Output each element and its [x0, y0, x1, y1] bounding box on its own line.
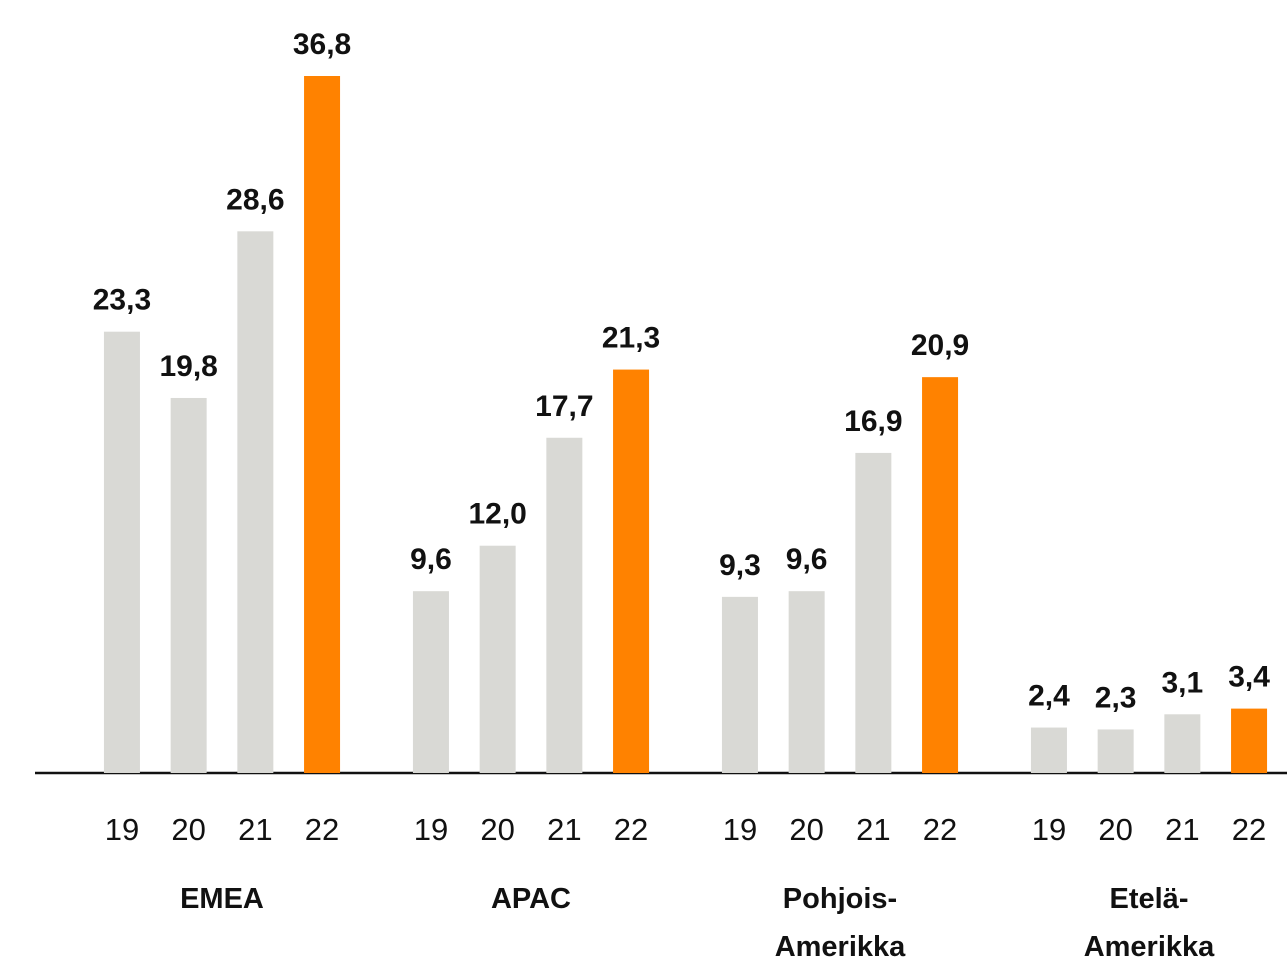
value-label: 12,0 [468, 498, 526, 531]
year-label: 22 [1232, 812, 1266, 847]
year-label: 19 [1032, 812, 1066, 847]
year-label: 21 [238, 812, 272, 847]
category-label: APAC [490, 883, 572, 915]
value-label: 28,6 [226, 183, 284, 216]
category-label: EMEA [180, 883, 264, 915]
bar [1097, 729, 1134, 773]
bar [103, 331, 140, 773]
year-label: 20 [171, 812, 205, 847]
year-label: 20 [1098, 812, 1132, 847]
bar [170, 397, 207, 773]
category-label: Pohjois- Amerikka [774, 883, 906, 963]
bar [479, 545, 516, 773]
value-label: 19,8 [159, 350, 217, 383]
value-label: 20,9 [911, 329, 969, 362]
bar [721, 596, 758, 773]
bar [237, 231, 274, 773]
value-label: 3,1 [1161, 666, 1203, 699]
value-label: 9,6 [786, 543, 828, 576]
value-label: 17,7 [535, 390, 593, 423]
value-label: 21,3 [602, 322, 660, 355]
year-label: 19 [414, 812, 448, 847]
value-label: 36,8 [293, 28, 351, 61]
bar [855, 452, 892, 773]
year-label: 21 [856, 812, 890, 847]
bar [613, 369, 650, 773]
value-label: 2,4 [1028, 680, 1070, 713]
bar [412, 591, 449, 773]
value-label: 9,6 [410, 543, 452, 576]
bar [546, 437, 583, 773]
value-label: 2,3 [1095, 681, 1137, 714]
value-label: 16,9 [844, 405, 902, 438]
year-label: 20 [789, 812, 823, 847]
bar [304, 76, 341, 773]
year-label: 22 [305, 812, 339, 847]
value-label: 9,3 [719, 549, 761, 582]
year-label: 22 [614, 812, 648, 847]
year-label: 20 [480, 812, 514, 847]
year-label: 22 [923, 812, 957, 847]
value-label: 23,3 [93, 284, 151, 317]
bar [922, 377, 959, 773]
year-label: 19 [105, 812, 139, 847]
year-label: 19 [723, 812, 757, 847]
bar [1231, 708, 1268, 773]
year-label: 21 [1165, 812, 1199, 847]
value-label: 3,4 [1228, 661, 1270, 694]
bar [1030, 727, 1067, 773]
bar [788, 591, 825, 773]
bar [1164, 714, 1201, 773]
year-label: 21 [547, 812, 581, 847]
